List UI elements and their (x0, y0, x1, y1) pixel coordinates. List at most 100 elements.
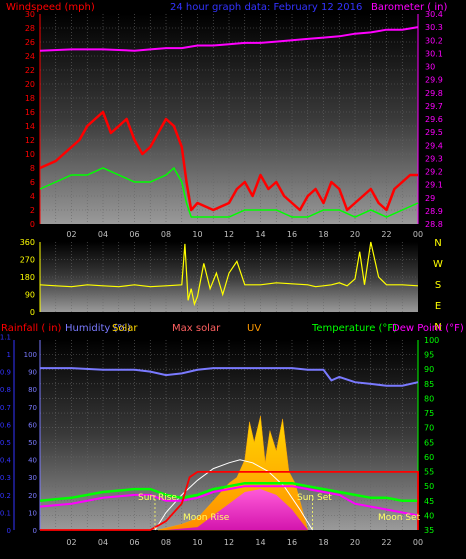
windspeed-series-line (39, 110, 418, 212)
sun-rise-annotation: Sun Rise (138, 493, 177, 503)
barometer-series-line (39, 26, 419, 52)
humidity-y-tick: 40 (28, 457, 37, 465)
dewpoint-axis-title: Dew Point (°F) (392, 323, 464, 334)
humidity-y-tick: 0 (33, 527, 37, 535)
temperature-y-tick: 75 (424, 409, 434, 418)
humidity-y-tick: 100 (24, 351, 37, 359)
x-tick-label: 20 (350, 538, 360, 547)
temperature-y-tick: 100 (424, 336, 439, 345)
wind-y-tick: 26 (25, 38, 35, 47)
wind-average-series-line (39, 166, 419, 218)
barometer-y-tick: 29.6 (425, 115, 443, 124)
humidity-axis-title: Humidity (%) (65, 323, 131, 334)
x-tick-label: 00 (413, 230, 423, 239)
x-tick-label: 04 (98, 230, 108, 239)
direction-y-tick: 90 (25, 291, 35, 300)
compass-label: N (434, 322, 441, 333)
humidity-y-tick: 10 (28, 509, 37, 517)
rainfall-y-tick: 0.1 (0, 509, 11, 517)
temperature-y-tick: 45 (424, 497, 434, 506)
x-tick-label: 10 (192, 230, 202, 239)
barometer-y-tick: 29.9 (425, 76, 443, 85)
temperature-y-tick: 65 (424, 438, 434, 447)
rainfall-y-tick: 0.4 (0, 457, 12, 465)
rainfall-series-line (40, 471, 419, 531)
wind-y-tick: 24 (25, 52, 35, 61)
x-tick-label: 16 (287, 538, 297, 547)
barometer-y-tick: 30.3 (425, 23, 443, 32)
rainfall-y-tick: 0.5 (0, 439, 11, 447)
rainfall-y-tick: 1 (7, 351, 11, 359)
temperature-y-tick: 80 (424, 394, 434, 403)
humidity-y-tick: 30 (28, 474, 37, 482)
sun-set-annotation: Sun Set (297, 493, 332, 503)
wind-y-tick: 10 (25, 150, 35, 159)
barometer-y-tick: 29.4 (425, 141, 443, 150)
rainfall-y-tick: 0.9 (0, 369, 11, 377)
humidity-y-tick: 50 (28, 439, 37, 447)
x-tick-label: 20 (350, 230, 360, 239)
direction-y-tick: 0 (30, 308, 35, 317)
barometer-y-tick-labels: 28.8 28.9 29 29.1 29.2 29.3 29.4 29.5 29.6 29.7 29… (425, 10, 443, 229)
x-tick-label: 12 (224, 538, 234, 547)
x-tick-label: 02 (66, 538, 76, 547)
rainfall-y-tick: 0.6 (0, 421, 12, 429)
solar-legend-label: Solar (112, 323, 138, 334)
uv-series-area (166, 489, 308, 530)
x-tick-label: 02 (66, 230, 76, 239)
rainfall-y-tick: 1.1 (0, 333, 11, 341)
barometer-y-tick: 29.8 (425, 89, 443, 98)
temperature-y-tick: 90 (424, 365, 434, 374)
temperature-series-line (39, 481, 418, 503)
moon-set-annotation: Moon Set (378, 513, 421, 523)
barometer-y-tick: 29 (425, 194, 435, 203)
wind-x-tick-labels: 02 04 06 08 10 12 14 16 18 20 22 00 (66, 230, 423, 239)
direction-panel-series (39, 241, 419, 307)
barometer-y-tick: 29.3 (425, 154, 443, 163)
barometer-y-tick: 30.4 (425, 10, 443, 19)
moon-rise-annotation: Moon Rise (183, 513, 230, 523)
wind-y-tick: 16 (25, 108, 35, 117)
max-solar-legend-label: Max solar (172, 323, 221, 334)
humidity-y-tick: 70 (28, 404, 37, 412)
x-tick-label: 04 (98, 538, 108, 547)
x-tick-label: 00 (413, 538, 423, 547)
wind-y-tick: 6 (30, 178, 35, 187)
wind-y-tick: 0 (30, 220, 35, 229)
x-tick-label: 10 (192, 538, 202, 547)
compass-label: N (434, 238, 441, 249)
temperature-y-tick: 55 (424, 468, 434, 477)
x-tick-label: 14 (255, 538, 265, 547)
direction-y-tick: 360 (20, 238, 35, 247)
temperature-y-tick: 95 (424, 351, 434, 360)
x-tick-label: 12 (224, 230, 234, 239)
barometer-y-tick: 30.1 (425, 49, 443, 58)
x-tick-label: 06 (129, 230, 139, 239)
direction-y-tick-labels: 0 90 180 270 360 (20, 238, 35, 317)
humidity-y-tick-labels: 0 10 20 30 40 50 60 70 80 90 100 (24, 351, 37, 535)
wind-y-tick: 30 (25, 10, 35, 19)
x-tick-label: 06 (129, 538, 139, 547)
wind-y-tick: 4 (30, 192, 35, 201)
direction-y-tick: 270 (20, 256, 35, 265)
barometer-y-tick: 29.5 (425, 128, 443, 137)
wind-y-tick: 20 (25, 80, 35, 89)
x-tick-label: 16 (287, 230, 297, 239)
rainfall-y-tick: 0.2 (0, 492, 11, 500)
temperature-y-tick: 35 (424, 526, 434, 535)
wind-y-tick: 18 (25, 94, 35, 103)
x-tick-label: 08 (161, 538, 171, 547)
humidity-y-tick: 80 (28, 386, 37, 394)
rainfall-y-tick: 0 (7, 527, 11, 535)
humidity-y-tick: 20 (28, 492, 37, 500)
barometer-y-tick: 30.2 (425, 36, 443, 45)
lower-x-tick-labels: 02 04 06 08 10 12 14 16 18 20 22 00 (66, 538, 423, 547)
wind-direction-series-line (39, 241, 419, 307)
humidity-y-tick: 90 (28, 369, 37, 377)
x-tick-label: 22 (381, 538, 391, 547)
lower-panel-series (39, 367, 419, 531)
